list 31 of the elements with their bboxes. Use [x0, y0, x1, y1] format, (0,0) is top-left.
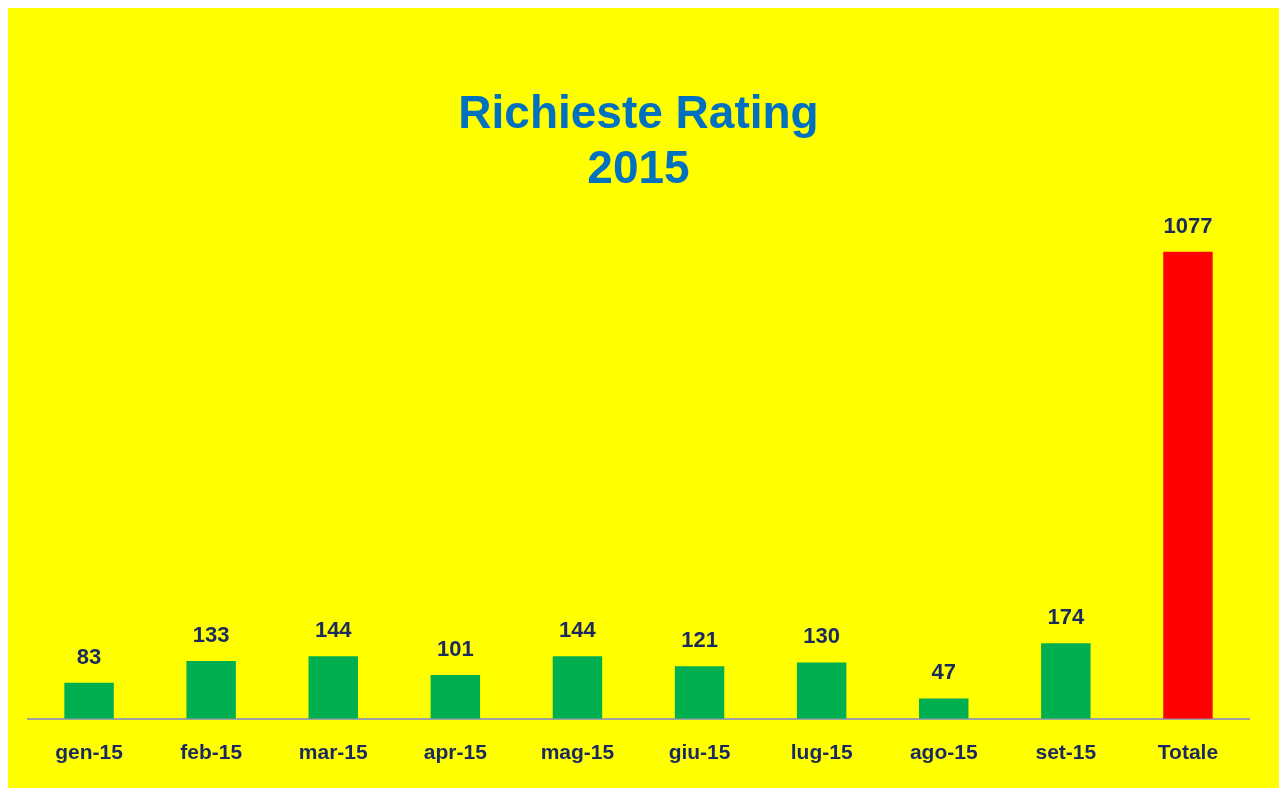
- x-tick-label: gen-15: [55, 740, 124, 764]
- bar: [796, 662, 847, 719]
- bar: [186, 661, 236, 719]
- x-tick-label: mag-15: [540, 740, 615, 764]
- bar: [552, 656, 603, 719]
- bar: [64, 682, 114, 719]
- x-tick-label: set-15: [1035, 740, 1097, 764]
- x-tick-label: ago-15: [909, 740, 978, 764]
- data-label: 144: [314, 617, 353, 643]
- bar: [1163, 251, 1213, 719]
- x-tick-label: mar-15: [298, 740, 368, 764]
- data-label: 130: [803, 623, 841, 649]
- x-tick-label: feb-15: [180, 740, 243, 764]
- x-tick-label: giu-15: [668, 740, 731, 764]
- data-label: 101: [436, 636, 474, 662]
- data-label: 121: [681, 627, 718, 653]
- data-label: 133: [192, 622, 230, 648]
- data-label: 1077: [1163, 212, 1213, 238]
- bar: [308, 656, 358, 719]
- x-tick-label: apr-15: [423, 740, 488, 764]
- data-label: 174: [1047, 604, 1085, 630]
- bar: [919, 698, 969, 719]
- chart-title: Richieste Rating 2015: [458, 86, 819, 194]
- data-label: 47: [931, 659, 956, 685]
- x-tick-label: Totale: [1157, 740, 1219, 764]
- x-tick-label: lug-15: [790, 740, 853, 764]
- bar: [430, 675, 481, 719]
- data-label: 83: [76, 643, 102, 669]
- bar: [1041, 643, 1091, 719]
- bar: [674, 666, 725, 719]
- data-label: 144: [559, 617, 597, 643]
